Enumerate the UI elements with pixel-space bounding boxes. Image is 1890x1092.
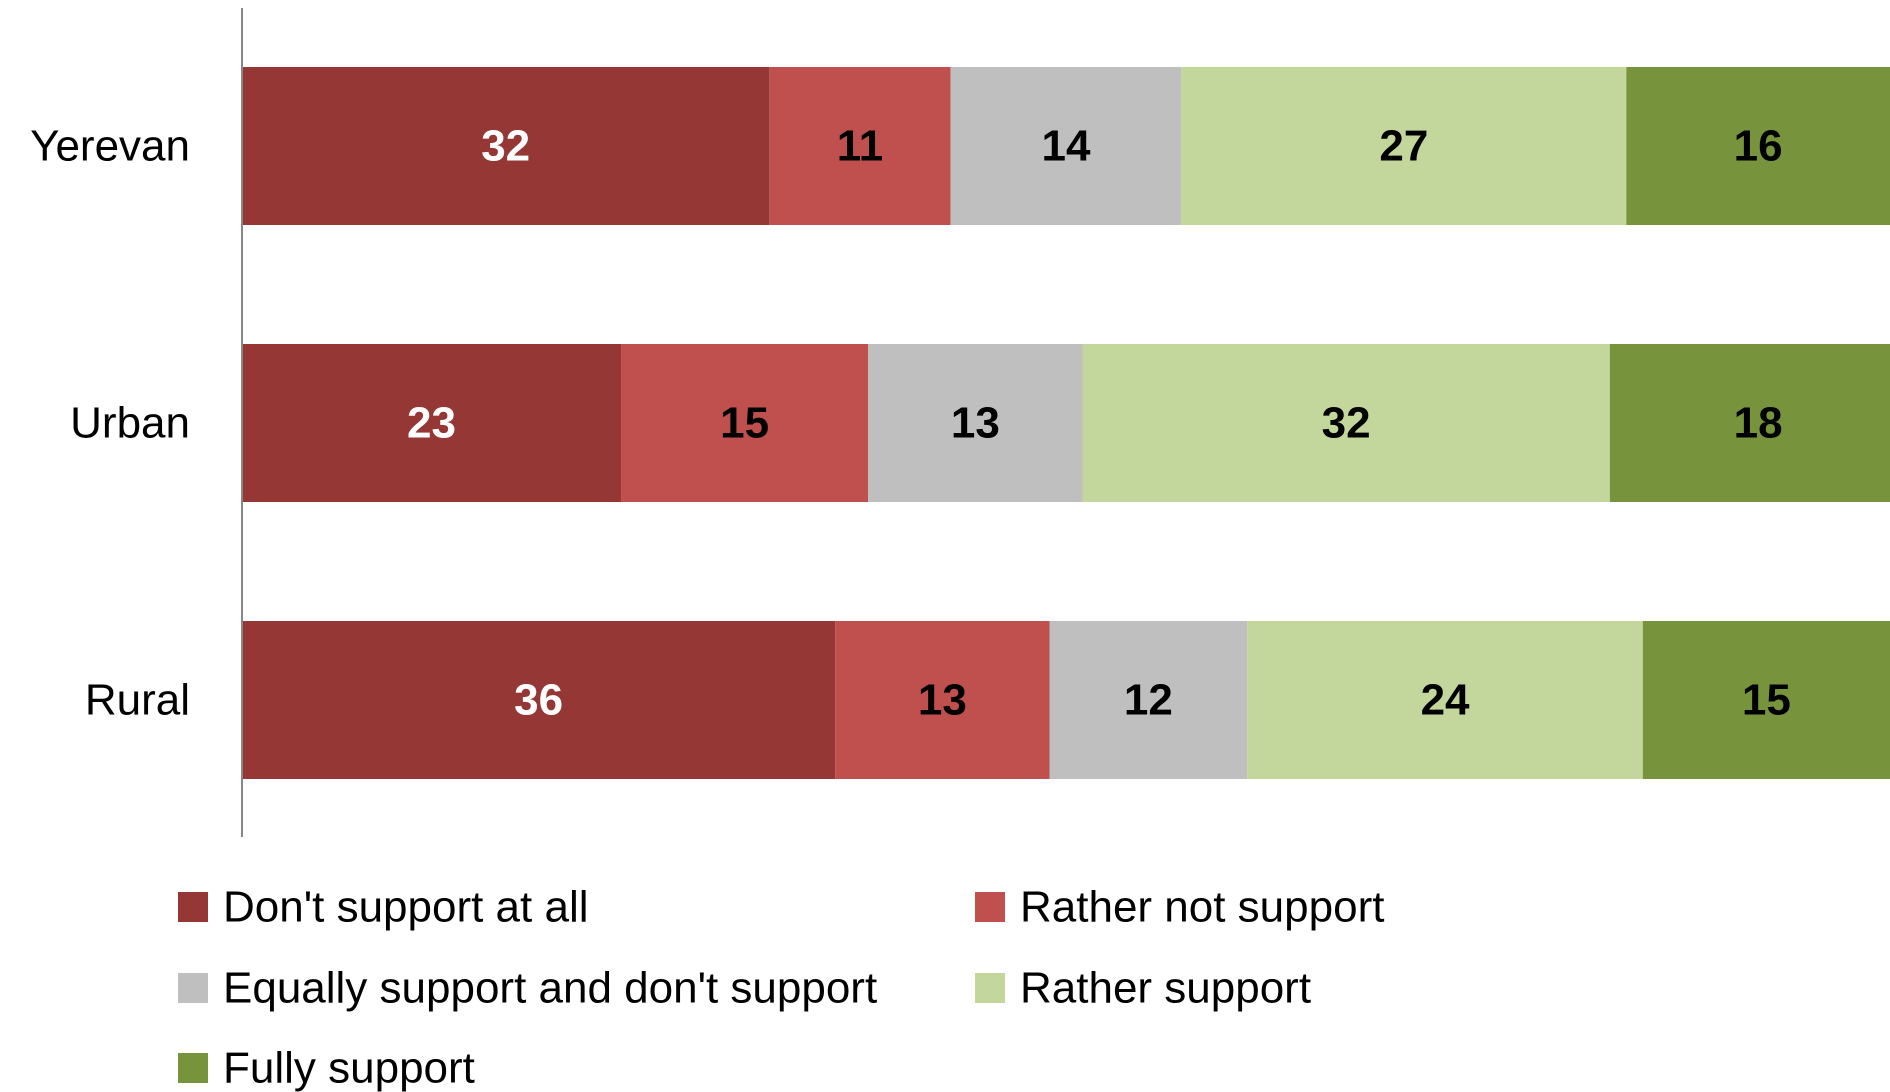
legend-item-fully-support: Fully support [178,1044,475,1092]
legend-item-rather-not-support: Rather not support [975,883,1384,932]
legend-item-rather-support: Rather support [975,964,1311,1013]
bar-segment-rural-rather-support [1247,621,1643,779]
data-label-rural-fully-support: 15 [1742,676,1791,725]
legend-label-rather-not-support: Rather not support [1020,883,1384,932]
data-label-rural-don-t-support-at-all: 36 [514,676,563,725]
data-label-yerevan-rather-support: 27 [1379,122,1428,171]
data-label-urban-don-t-support-at-all: 23 [407,399,456,448]
legend-swatch-rather-support [975,973,1005,1003]
data-label-yerevan-don-t-support-at-all: 32 [481,122,530,171]
data-label-rural-equally-support-and-don-t-support: 12 [1124,676,1173,725]
legend-label-fully-support: Fully support [223,1044,475,1092]
legend-label-equally-support-and-don-t-support: Equally support and don't support [223,964,877,1013]
data-label-rural-rather-support: 24 [1421,676,1470,725]
data-label-yerevan-fully-support: 16 [1734,122,1783,171]
bar-segment-rural-rather-not-support [835,621,1050,779]
bar-segment-urban-fully-support [1609,344,1890,502]
data-label-rural-rather-not-support: 13 [918,676,967,725]
legend-item-equally-support-and-don-t-support: Equally support and don't support [178,964,877,1013]
bar-segment-urban-rather-support [1082,344,1610,502]
bar-segment-yerevan-fully-support [1626,67,1890,225]
bar-segment-yerevan-rather-not-support [769,67,951,225]
legend-swatch-equally-support-and-don-t-support [178,973,208,1003]
data-label-yerevan-equally-support-and-don-t-support: 14 [1042,122,1091,171]
legend-swatch-don-t-support-at-all [178,892,208,922]
legend-swatch-fully-support [178,1053,208,1083]
bar-segment-rural-don-t-support-at-all [242,621,836,779]
bar-segment-urban-rather-not-support [621,344,869,502]
legend-label-don-t-support-at-all: Don't support at all [223,883,589,932]
bar-segment-yerevan-equally-support-and-don-t-support [950,67,1182,225]
category-labels: Yerevan Urban Rural [30,122,190,725]
category-label-urban: Urban [70,399,190,448]
bar-segment-yerevan-rather-support [1181,67,1627,225]
legend: Don't support at all Rather not support Eq… [178,883,1384,1092]
legend-swatch-rather-not-support [975,892,1005,922]
bar-segment-urban-don-t-support-at-all [242,344,622,502]
data-label-urban-rather-not-support: 15 [720,399,769,448]
data-label-urban-equally-support-and-don-t-support: 13 [951,399,1000,448]
bar-segment-yerevan-don-t-support-at-all [242,67,770,225]
legend-label-rather-support: Rather support [1020,964,1311,1013]
bar-segment-rural-fully-support [1642,621,1890,779]
bars-group: 32 11 14 27 16 23 15 13 32 18 36 13 12 24 15 [242,67,1890,779]
data-label-yerevan-rather-not-support: 11 [837,122,884,171]
data-label-urban-fully-support: 18 [1734,399,1783,448]
category-label-yerevan: Yerevan [30,122,190,171]
bar-segment-rural-equally-support-and-don-t-support [1049,621,1248,779]
category-label-rural: Rural [85,676,190,725]
legend-item-don-t-support-at-all: Don't support at all [178,883,589,932]
data-label-urban-rather-support: 32 [1322,399,1371,448]
bar-segment-urban-equally-support-and-don-t-support [868,344,1083,502]
